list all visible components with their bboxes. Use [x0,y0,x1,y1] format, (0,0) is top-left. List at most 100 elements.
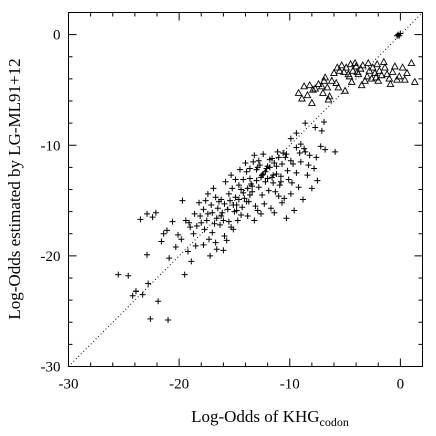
plus-point [172,244,179,251]
plus-point [300,196,307,203]
triangle-point [317,82,326,90]
triangle-point [383,69,392,78]
triangle-point [341,86,350,94]
y-tick-label: 0 [53,28,61,44]
y-tick-label: -30 [41,360,61,376]
plus-point [297,158,304,165]
triangle-point [311,84,320,92]
plus-point [280,149,287,156]
plus-point [182,217,189,224]
plus-point [246,192,253,199]
plus-point [260,151,267,158]
plus-point [254,207,261,214]
plus-point [296,149,303,156]
plus-point [238,211,245,218]
triangle-point [303,90,312,99]
triangle-point [332,78,341,86]
plus-point [259,192,266,199]
plus-point [243,168,250,175]
triangle-point [300,82,309,90]
plus-point [225,218,232,225]
plus-point [302,148,309,155]
plus-point [243,198,250,205]
plus-point [204,190,211,197]
plus-point [144,210,151,217]
plus-point [332,148,339,155]
plus-point [187,224,194,231]
plus-point [232,194,239,201]
plus-point [244,185,251,192]
plus-point [240,176,247,183]
plus-point [125,272,132,279]
plus-point [283,215,290,222]
plus-point [212,194,219,201]
plus-point [267,205,274,212]
plus-point [147,315,154,322]
triangle-point [346,59,355,68]
plus-point [285,176,292,183]
plus-point [202,197,209,204]
plus-point [213,215,220,222]
triangle-point [395,72,404,80]
plus-point [274,148,281,155]
plus-point [228,172,235,179]
plus-point [270,179,277,186]
plus-point [155,298,162,305]
plus-point [269,155,276,162]
plus-point [293,130,300,137]
triangle-point [345,72,354,80]
data-points [115,30,419,324]
plus-point [231,208,238,215]
triangle-point [407,58,416,67]
plus-point [255,157,262,164]
plus-point [279,199,286,206]
plus-point [255,184,262,191]
triangle-point [321,73,330,81]
plus-point [165,317,172,324]
triangle-point [305,80,314,89]
plus-point [169,218,176,225]
plus-point [221,232,228,239]
plus-point [236,166,243,173]
plus-point [290,161,297,168]
plus-point [273,163,280,170]
triangle-point [379,57,388,65]
plus-point [253,177,260,184]
plus-point [145,280,152,287]
plus-point [293,169,300,176]
plus-point [229,185,236,192]
plus-point [295,184,302,191]
plus-point [211,220,218,227]
plus-point [203,217,210,224]
plus-point [397,30,404,37]
triangle-point [386,79,395,88]
triangle-point [363,72,372,80]
plus-point [184,248,191,255]
triangle-point [385,74,394,82]
plus-point [227,197,234,204]
y-axis-label: Log-Odds estimated by LG-ML91+12 [5,58,24,319]
plus-point [208,201,215,208]
triangle-point [380,63,389,71]
plus-point [228,224,235,231]
plus-point [160,230,167,237]
plus-point [308,185,315,192]
plus-point [200,206,207,213]
x-tick-label: -10 [280,377,300,393]
x-axis-label: Log-Odds of KHGcodon [191,407,349,429]
plus-point [200,241,207,248]
plus-point [220,247,227,254]
plus-point [261,200,268,207]
plus-point [244,213,251,220]
plus-point [264,175,271,182]
plus-point [265,187,272,194]
plus-point [178,236,185,243]
triangle-point [348,66,357,74]
triangle-point [398,63,407,71]
x-axis-label-main: Log-Odds of KHG [191,407,319,426]
plus-point [197,213,204,220]
plus-point [233,201,240,208]
triangle-point [377,71,386,79]
plus-point [238,186,245,193]
